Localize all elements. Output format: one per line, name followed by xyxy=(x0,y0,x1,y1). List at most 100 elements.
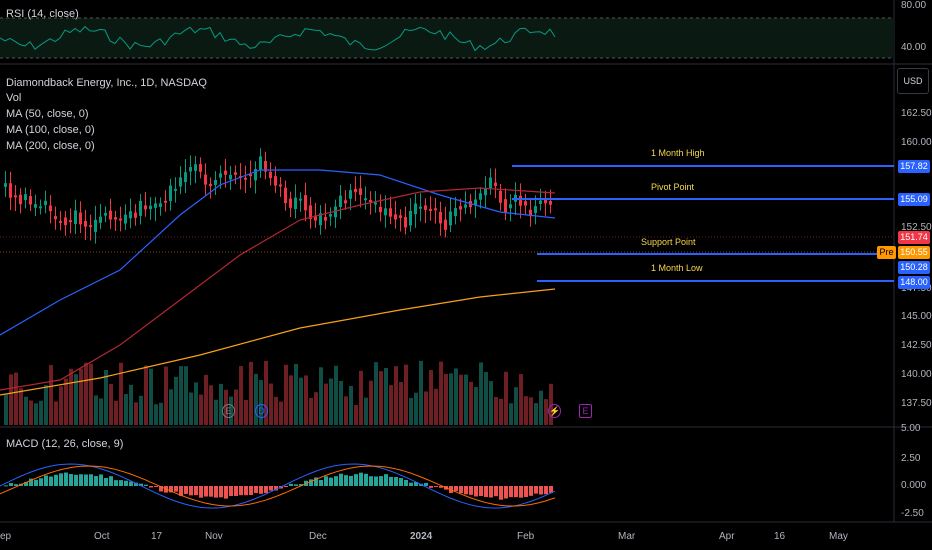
x-tick: ep xyxy=(0,531,12,542)
indicator-ma200[interactable]: MA (200, close, 0) xyxy=(6,140,95,152)
last-price-box: 151.74 xyxy=(898,231,930,244)
symbol-title[interactable]: Diamondback Energy, Inc., 1D, NASDAQ xyxy=(6,77,207,89)
volume-bar xyxy=(204,374,208,425)
macd-histogram-bar xyxy=(229,486,233,496)
volume-bar xyxy=(494,397,498,425)
candle xyxy=(154,203,157,208)
candle xyxy=(169,185,172,202)
volume-bar xyxy=(24,396,28,425)
volume-bar xyxy=(49,365,53,425)
macd-histogram-bar xyxy=(94,476,98,486)
macd-histogram-bar xyxy=(359,472,363,486)
volume-bar xyxy=(259,380,263,425)
macd-histogram-bar xyxy=(334,476,338,486)
candle xyxy=(259,156,262,171)
candle xyxy=(504,199,507,213)
volume-bar xyxy=(459,374,463,425)
candle xyxy=(274,176,277,186)
macd-histogram-bar xyxy=(64,472,68,486)
candle xyxy=(444,219,447,230)
candle xyxy=(119,218,122,221)
macd-histogram-bar xyxy=(394,477,398,486)
candle xyxy=(324,216,327,221)
candle xyxy=(134,212,137,218)
macd-histogram-bar xyxy=(119,480,123,486)
candle xyxy=(314,215,317,221)
earnings-event-icon[interactable]: E xyxy=(222,404,235,418)
indicator-vol[interactable]: Vol xyxy=(6,92,22,104)
macd-histogram-bar xyxy=(189,486,193,496)
indicator-ma50[interactable]: MA (50, close, 0) xyxy=(6,108,89,120)
macd-histogram-bar xyxy=(74,474,78,486)
volume-bar xyxy=(64,378,68,425)
macd-histogram-bar xyxy=(174,486,178,492)
indicator-ma100[interactable]: MA (100, close, 0) xyxy=(6,124,95,136)
volume-bar xyxy=(514,387,518,425)
candle xyxy=(49,205,52,212)
candle xyxy=(449,211,452,226)
candle xyxy=(84,220,87,227)
macd-histogram-bar xyxy=(409,482,413,486)
volume-bar xyxy=(449,373,453,425)
x-tick: May xyxy=(829,531,848,542)
candle xyxy=(224,170,227,175)
volume-bar xyxy=(124,394,128,425)
volume-bar xyxy=(54,401,58,425)
volume-bar xyxy=(539,390,543,425)
candle xyxy=(164,200,167,203)
candle xyxy=(264,161,267,172)
macd-histogram-bar xyxy=(104,477,108,486)
macd-histogram-bar xyxy=(349,475,353,486)
volume-bar xyxy=(264,360,268,425)
volume-bar xyxy=(174,376,178,425)
macd-histogram-bar xyxy=(539,486,543,495)
volume-bar xyxy=(329,378,333,425)
volume-bar xyxy=(9,374,13,425)
candle xyxy=(489,177,492,189)
volume-bar xyxy=(14,372,18,425)
candle xyxy=(284,187,287,204)
level-price-month-low: 148.00 xyxy=(898,276,930,289)
rsi-tick: 80.00 xyxy=(901,0,927,11)
candle xyxy=(279,184,282,187)
candle xyxy=(214,179,217,185)
macd-histogram-bar xyxy=(249,486,253,496)
volume-bar xyxy=(439,361,443,425)
pre-market-badge[interactable]: Pre xyxy=(877,246,896,259)
macd-histogram-bar xyxy=(259,486,263,494)
macd-tick: 0.000 xyxy=(901,480,927,491)
volume-bar xyxy=(384,367,388,425)
macd-histogram-bar xyxy=(194,486,198,496)
earnings-upcoming-icon[interactable]: E xyxy=(579,404,592,418)
level-label-month-high: 1 Month High xyxy=(651,148,705,158)
split-event-icon[interactable]: ⚡ xyxy=(548,404,561,418)
volume-bar xyxy=(469,381,473,425)
volume-bar xyxy=(99,398,103,425)
candle xyxy=(149,205,152,210)
candle xyxy=(334,206,337,218)
candle xyxy=(209,183,212,187)
macd-histogram-bar xyxy=(489,486,493,498)
level-price-month-high: 157.82 xyxy=(898,160,930,173)
candle xyxy=(404,217,407,228)
macd-histogram-bar xyxy=(54,474,58,486)
candle xyxy=(19,194,22,205)
macd-histogram-bar xyxy=(484,486,488,497)
volume-bar xyxy=(434,388,438,425)
volume-bar xyxy=(4,394,8,425)
currency-button[interactable]: USD xyxy=(897,68,929,94)
volume-bar xyxy=(309,397,313,425)
price-tick: 145.00 xyxy=(901,311,932,322)
candle xyxy=(59,220,62,223)
macd-title[interactable]: MACD (12, 26, close, 9) xyxy=(6,438,124,450)
volume-bar xyxy=(519,374,523,425)
candle xyxy=(99,216,102,223)
volume-bar xyxy=(379,371,383,425)
ma50-line xyxy=(0,169,556,336)
price-tick: 162.50 xyxy=(901,108,932,119)
volume-bar xyxy=(249,361,253,425)
candle xyxy=(439,211,442,224)
volume-bar xyxy=(294,363,298,425)
dividend-event-icon[interactable]: D xyxy=(255,404,268,418)
